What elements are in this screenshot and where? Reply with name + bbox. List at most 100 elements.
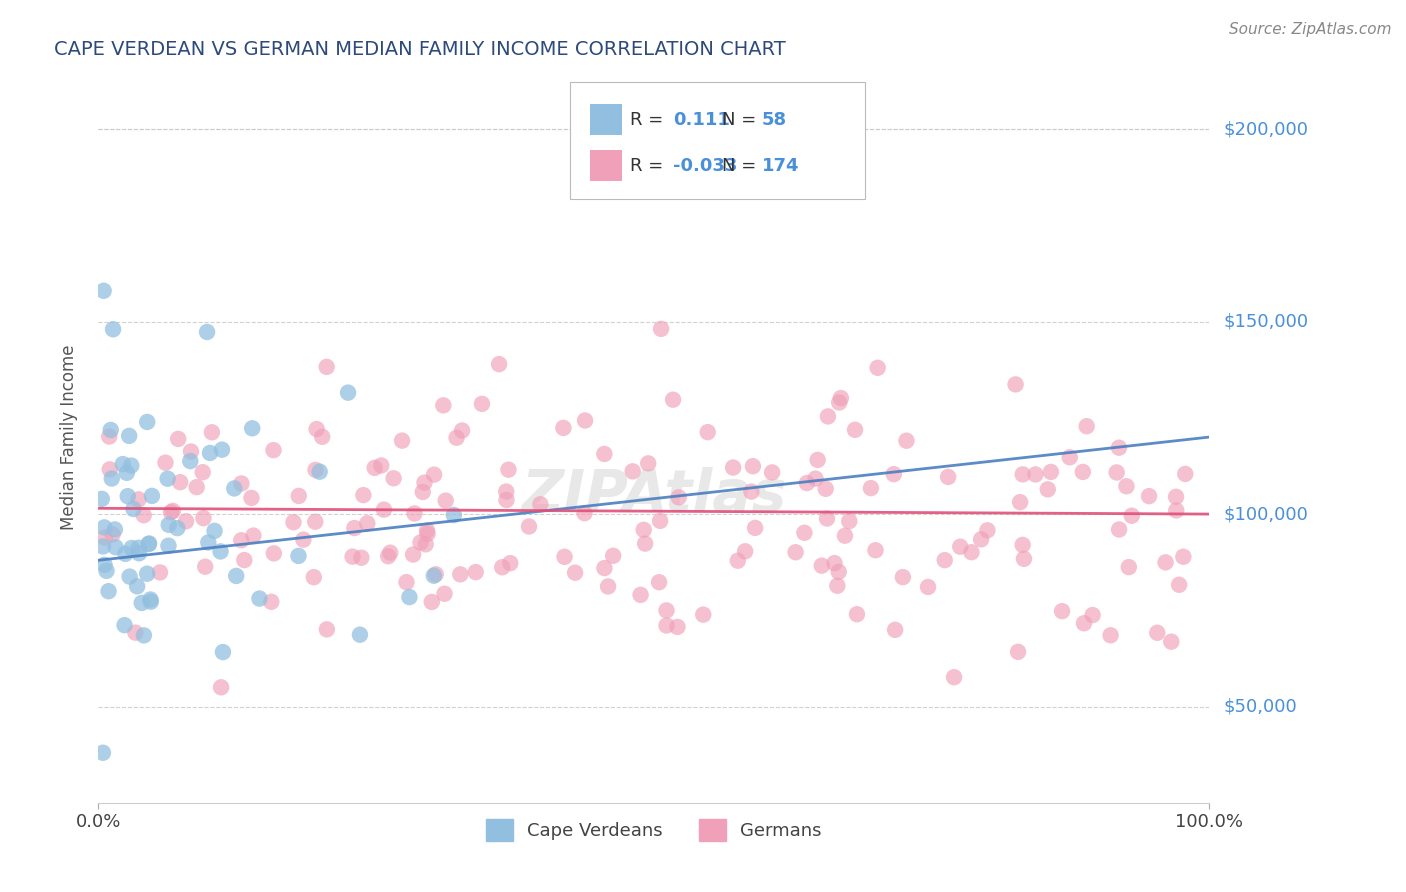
Point xyxy=(936,470,959,484)
Point xyxy=(692,607,714,622)
Point xyxy=(1050,604,1073,618)
Point xyxy=(416,524,439,538)
Point xyxy=(1168,578,1191,592)
Point xyxy=(637,456,659,470)
Point xyxy=(1010,495,1032,509)
Point xyxy=(499,556,522,570)
Point xyxy=(114,547,136,561)
Point xyxy=(93,520,115,534)
Point xyxy=(721,460,744,475)
Point xyxy=(865,543,887,558)
Point xyxy=(1108,523,1130,537)
Point xyxy=(240,491,263,505)
Point xyxy=(553,421,575,435)
Point xyxy=(128,492,150,507)
Point xyxy=(621,464,644,478)
Point xyxy=(634,536,657,550)
Point xyxy=(423,568,446,582)
Point xyxy=(315,623,337,637)
Point xyxy=(136,415,159,429)
Point xyxy=(1173,549,1195,564)
Point xyxy=(633,523,655,537)
Point xyxy=(423,467,446,482)
Point xyxy=(204,524,226,538)
Point xyxy=(180,444,202,458)
Point xyxy=(662,392,685,407)
FancyBboxPatch shape xyxy=(591,104,621,135)
Point xyxy=(409,535,432,549)
Point xyxy=(380,546,402,560)
Point xyxy=(118,569,141,583)
Point xyxy=(650,322,672,336)
Text: 174: 174 xyxy=(762,158,799,176)
Point xyxy=(263,443,285,458)
Point xyxy=(491,560,513,574)
Point xyxy=(517,519,540,533)
Point xyxy=(529,497,551,511)
Point xyxy=(1011,467,1033,482)
Point xyxy=(104,523,127,537)
Point xyxy=(1115,479,1137,493)
Point xyxy=(97,584,120,599)
Point xyxy=(785,545,807,559)
Point xyxy=(118,429,141,443)
Point xyxy=(1007,645,1029,659)
Point xyxy=(101,527,124,541)
Point xyxy=(96,564,118,578)
Point xyxy=(132,508,155,523)
Point xyxy=(949,540,972,554)
Point xyxy=(304,515,326,529)
Point xyxy=(315,359,337,374)
Point xyxy=(827,579,849,593)
Point xyxy=(233,553,256,567)
Point xyxy=(884,623,907,637)
Point xyxy=(249,591,271,606)
Point xyxy=(650,514,672,528)
Point xyxy=(564,566,586,580)
Text: R =: R = xyxy=(630,112,669,129)
Point xyxy=(420,595,443,609)
Point xyxy=(1137,489,1160,503)
Point xyxy=(488,357,510,371)
Point xyxy=(141,489,163,503)
Point xyxy=(740,484,762,499)
Point xyxy=(1076,419,1098,434)
Y-axis label: Median Family Income: Median Family Income xyxy=(59,344,77,530)
Point xyxy=(212,645,235,659)
Text: 58: 58 xyxy=(762,112,786,129)
Point xyxy=(433,587,456,601)
Point xyxy=(804,472,827,486)
Point xyxy=(976,524,998,538)
Point xyxy=(209,544,232,558)
Point xyxy=(305,422,328,436)
Point xyxy=(934,553,956,567)
Point xyxy=(115,466,138,480)
Point xyxy=(495,484,517,499)
Text: N =: N = xyxy=(721,158,762,176)
Point xyxy=(655,618,678,632)
Point xyxy=(464,565,486,579)
Point xyxy=(1004,377,1026,392)
Point xyxy=(1081,608,1104,623)
Point xyxy=(132,628,155,642)
Point xyxy=(186,480,208,494)
Point xyxy=(846,607,869,622)
Text: $150,000: $150,000 xyxy=(1223,312,1308,331)
Point xyxy=(136,566,159,581)
Point xyxy=(195,325,218,339)
Point xyxy=(104,540,127,554)
Point xyxy=(139,592,162,607)
Point xyxy=(412,485,434,500)
Point xyxy=(304,463,326,477)
Point xyxy=(350,550,373,565)
Point xyxy=(413,475,436,490)
Point xyxy=(1166,503,1188,517)
Point xyxy=(349,628,371,642)
Point xyxy=(398,590,420,604)
Text: 0.111: 0.111 xyxy=(672,112,730,129)
Point xyxy=(1154,555,1177,569)
Point xyxy=(93,558,115,572)
Point xyxy=(796,476,818,491)
Point xyxy=(960,545,983,559)
Point xyxy=(225,569,247,583)
